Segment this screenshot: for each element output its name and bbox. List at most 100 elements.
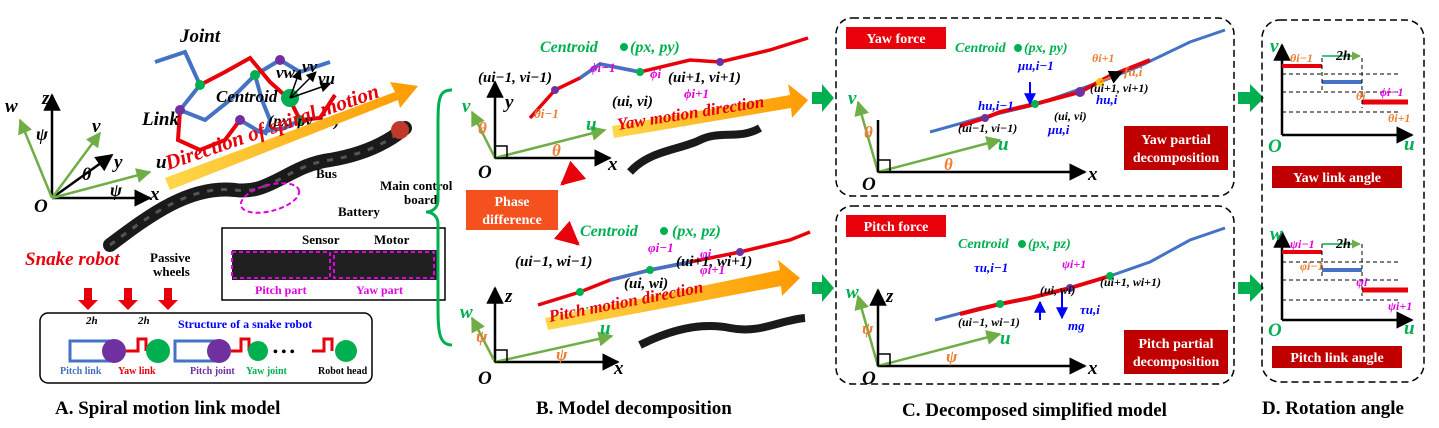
phase-difference-line2: difference — [482, 213, 542, 228]
psi-label-a2: ψ — [110, 180, 123, 200]
ui-vi: (ui, vi) — [612, 94, 653, 110]
frame-b-bottom — [470, 286, 620, 371]
yaw-angle-diagram — [1273, 43, 1414, 144]
origin-b-top: O — [478, 162, 492, 183]
axis-w-c: w — [846, 282, 859, 303]
theta-next-c: θi+1 — [1092, 51, 1114, 65]
two-h-d-top: 2h — [1335, 49, 1351, 64]
theta-label-a: θ — [82, 164, 92, 184]
frame-c-bottom — [854, 288, 1087, 375]
origin-d-bottom: O — [1268, 320, 1282, 341]
theta-next-d: θi+1 — [1388, 111, 1410, 125]
psi-c-bottom-2: ψ — [946, 347, 958, 366]
axis-x-c-bottom: x — [1087, 358, 1098, 379]
ui-1-vi-1: (ui−1, vi−1) — [478, 70, 552, 86]
axis-z-c: z — [885, 286, 894, 307]
yaw-link-angle-label: Yaw link angle — [1293, 171, 1381, 186]
caption-d: D. Rotation angle — [1262, 398, 1404, 419]
snake-robot-label: Snake robot — [25, 249, 120, 270]
centroid-c-pitch: Centroid — [958, 237, 1010, 252]
axis-y-b: y — [503, 92, 514, 113]
axis-u-a: u — [156, 152, 167, 173]
ui-wi: (ui, wi) — [624, 276, 668, 292]
axis-v-a: v — [92, 116, 101, 137]
varphi-next-b: φi+1 — [700, 262, 725, 277]
tau-prev-label: τu,i−1 — [974, 260, 1008, 275]
axis-x-b-bottom: x — [613, 358, 624, 379]
mu-prev-label: μu,i−1 — [1017, 58, 1054, 73]
pitch-part-label: Pitch part — [255, 283, 307, 297]
axis-u-b-bottom: u — [600, 318, 611, 339]
ui1-wi1: (ui+1, wi+1) — [676, 254, 752, 270]
coord-c-i: (ui, vi) — [1054, 109, 1087, 123]
yaw-c-joint-1 — [981, 114, 989, 122]
yaw-c-joint-2 — [1031, 100, 1039, 108]
h-i-label: hu,i — [1096, 92, 1118, 107]
pitch-partial-tag — [1124, 330, 1228, 374]
pitch-joint-3 — [736, 248, 744, 256]
caption-c: C. Decomposed simplified model — [902, 400, 1167, 421]
vu-arrow — [289, 82, 331, 99]
pitch-force-tag — [846, 215, 946, 237]
psi-label-a: ψ — [36, 124, 49, 144]
pitch-trajectory — [638, 314, 806, 349]
coords-c-yaw: (px, py) — [1024, 41, 1068, 56]
coords-c-pitch: (px, pz) — [1028, 237, 1071, 252]
tau-i-label: τu,i — [1080, 302, 1100, 317]
passive-wheels-label-1: Passive — [150, 250, 191, 265]
frame-a — [18, 93, 152, 207]
yaw-link-blue — [578, 62, 641, 80]
centroid-yaw-dot — [620, 43, 628, 51]
pitch-partial-line2: decomposition — [1133, 355, 1220, 370]
theta-b-top: θ — [478, 119, 487, 138]
structure-box: Structure of a snake robot 2h 2h • • • P… — [39, 312, 373, 384]
origin-a: O — [34, 196, 48, 217]
psi-prev-d: ψi−1 — [1290, 237, 1315, 251]
vv-label: vv — [302, 57, 318, 76]
theta-i-d: θi — [1356, 89, 1366, 103]
phase-difference-line1: Phase — [495, 195, 530, 210]
yaw-box — [835, 17, 1235, 197]
origin-d-top: O — [1268, 136, 1282, 157]
coord-c-i-w: (ui, wi) — [1040, 283, 1075, 297]
yaw-force-label: Yaw force — [866, 32, 925, 47]
phase-arrow-up — [560, 160, 587, 186]
h-prev-label: hu,i−1 — [978, 98, 1014, 113]
vw-arrow — [289, 69, 302, 99]
axis-u-b-top: u — [586, 114, 597, 135]
passive-wheels-label-2: wheels — [153, 264, 190, 279]
structure-title: Structure of a snake robot — [178, 317, 312, 331]
axis-y-a: y — [112, 152, 123, 173]
origin-c-top: O — [862, 174, 876, 195]
two-h-d-bottom: 2h — [1335, 237, 1351, 252]
caption-a: A. Spiral motion link model — [55, 398, 280, 419]
vu-label: vu — [318, 69, 335, 88]
pitch-joint-2 — [646, 266, 654, 274]
bus-label: Bus — [316, 166, 337, 181]
psi-c-bottom: ψ — [862, 319, 874, 338]
skeleton-joints — [175, 55, 305, 125]
pitch-c-joint-1 — [996, 300, 1004, 308]
arrow-b-to-c-bottom — [812, 274, 834, 302]
brace — [425, 88, 453, 347]
axis-w-b: w — [460, 302, 473, 323]
axis-z-a: z — [41, 88, 50, 109]
yaw-joint-1 — [551, 86, 559, 94]
pitch-force-label: Pitch force — [864, 220, 929, 235]
yaw-link-angle-tag — [1272, 166, 1402, 188]
centroid-pitch-coords: (px, pz) — [672, 223, 721, 240]
centroid-yaw-coords: (px, py) — [630, 39, 680, 56]
origin-b-bottom: O — [478, 368, 492, 389]
arrow-b-to-c-top — [812, 84, 834, 112]
theta-prev-b: θi−1 — [534, 106, 559, 121]
pitch-joint-label: Pitch joint — [190, 366, 235, 377]
caption-b: B. Model decomposition — [536, 398, 732, 419]
ui-1-wi-1: (ui−1, wi−1) — [515, 254, 592, 270]
yaw-link-label: Yaw link — [118, 366, 156, 377]
two-h-label-2: 2h — [137, 315, 150, 327]
spiral-link-skeleton — [154, 49, 337, 153]
phase-arrow-down — [553, 220, 580, 246]
yaw-trajectory — [627, 124, 763, 175]
axis-u-c-bottom: u — [1000, 328, 1011, 349]
coord-c-next: (ui+1, vi+1) — [1090, 81, 1148, 95]
